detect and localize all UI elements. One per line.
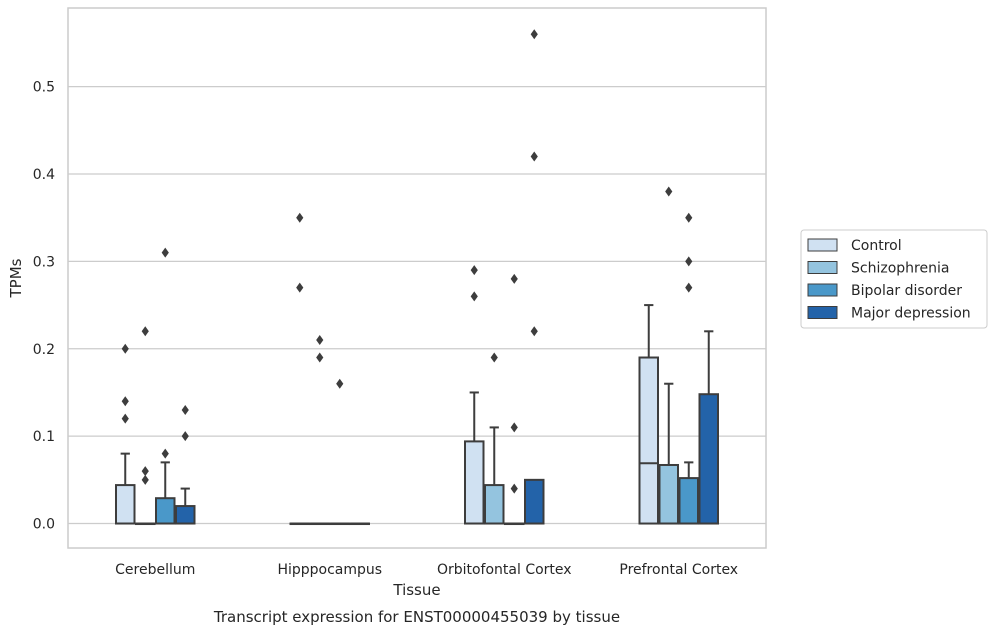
outlier-point (161, 448, 169, 459)
x-axis-title: Tissue (392, 581, 440, 599)
outlier-point (296, 282, 304, 293)
y-tick-label: 0.4 (33, 167, 55, 183)
box (698, 393, 719, 525)
box-major-depression (698, 330, 719, 525)
x-tick-label: Cerebellum (115, 562, 195, 578)
legend-label: Schizophrenia (851, 261, 949, 277)
box-schizophrenia (309, 335, 330, 526)
outlier-point (316, 352, 324, 363)
x-tick-label: Hipppocampus (277, 562, 382, 578)
legend-frame (800, 229, 988, 329)
outlier-point (685, 282, 693, 293)
outlier-point (121, 343, 129, 354)
outlier-point (510, 422, 518, 433)
legend-swatch (807, 238, 838, 252)
legend-swatch (807, 261, 838, 274)
box (175, 505, 196, 525)
legend-swatch (807, 283, 838, 297)
outlier-point (510, 273, 518, 284)
outlier-point (141, 474, 149, 485)
box-bipolar-disorder (155, 247, 176, 525)
x-tick-label: Prefrontal Cortex (619, 562, 738, 578)
box (155, 497, 176, 525)
legend: Control Schizophrenia Bipolar disorder Majo… (800, 229, 988, 329)
box-control (638, 304, 659, 525)
x-tick-label: Orbitofontal Cortex (437, 562, 572, 578)
box-control (464, 265, 485, 525)
box (658, 463, 679, 525)
box-control (289, 212, 310, 526)
box-control (115, 343, 136, 525)
box-major-depression (349, 522, 370, 526)
outlier-point (510, 483, 518, 494)
y-tick-label: 0.0 (33, 517, 55, 533)
box (464, 440, 485, 525)
outlier-point (336, 378, 344, 389)
outlier-point (530, 151, 538, 162)
box-bipolar-disorder (678, 212, 699, 525)
y-axis-title: TPMs (7, 258, 25, 298)
legend-label: Major depression (851, 306, 971, 322)
box-schizophrenia (484, 352, 505, 525)
outlier-point (121, 396, 129, 407)
outlier-point (490, 352, 498, 363)
box-schizophrenia (658, 186, 679, 525)
box (678, 477, 699, 525)
outlier-point (141, 326, 149, 337)
plot-area-frame (67, 7, 767, 549)
box (484, 484, 505, 525)
box-bipolar-disorder (504, 273, 525, 526)
box-major-depression (175, 404, 196, 525)
box-major-depression (524, 29, 545, 525)
y-tick-label: 0.1 (33, 429, 55, 445)
outlier-point (470, 291, 478, 302)
y-tick-label: 0.5 (33, 80, 55, 96)
outlier-point (296, 212, 304, 223)
y-tick-label: 0.3 (33, 254, 55, 270)
outlier-point (685, 256, 693, 267)
gridlines (68, 86, 766, 525)
legend-label: Bipolar disorder (851, 283, 962, 299)
outlier-point (181, 404, 189, 415)
box (524, 478, 545, 525)
outlier-point (530, 326, 538, 337)
box (638, 356, 659, 525)
outlier-point (121, 413, 129, 424)
x-axis-ticks: Cerebellum Hipppocampus Orbitofontal Corte… (115, 562, 738, 578)
outlier-point (181, 431, 189, 442)
box-schizophrenia (135, 326, 156, 526)
box-groups (115, 29, 719, 526)
outlier-point (470, 265, 478, 276)
legend-swatch (807, 306, 838, 319)
outlier-point (316, 335, 324, 346)
outlier-point (665, 186, 673, 197)
box (115, 484, 136, 525)
y-axis-ticks: 0.0 0.1 0.2 0.3 0.4 0.5 (33, 80, 55, 533)
box-bipolar-disorder (329, 378, 350, 526)
y-tick-label: 0.2 (33, 342, 55, 358)
outlier-point (530, 29, 538, 40)
outlier-point (141, 466, 149, 477)
outlier-point (685, 212, 693, 223)
figure-caption: Transcript expression for ENST0000045503… (213, 608, 620, 626)
outlier-point (161, 247, 169, 258)
legend-label: Control (851, 238, 902, 254)
